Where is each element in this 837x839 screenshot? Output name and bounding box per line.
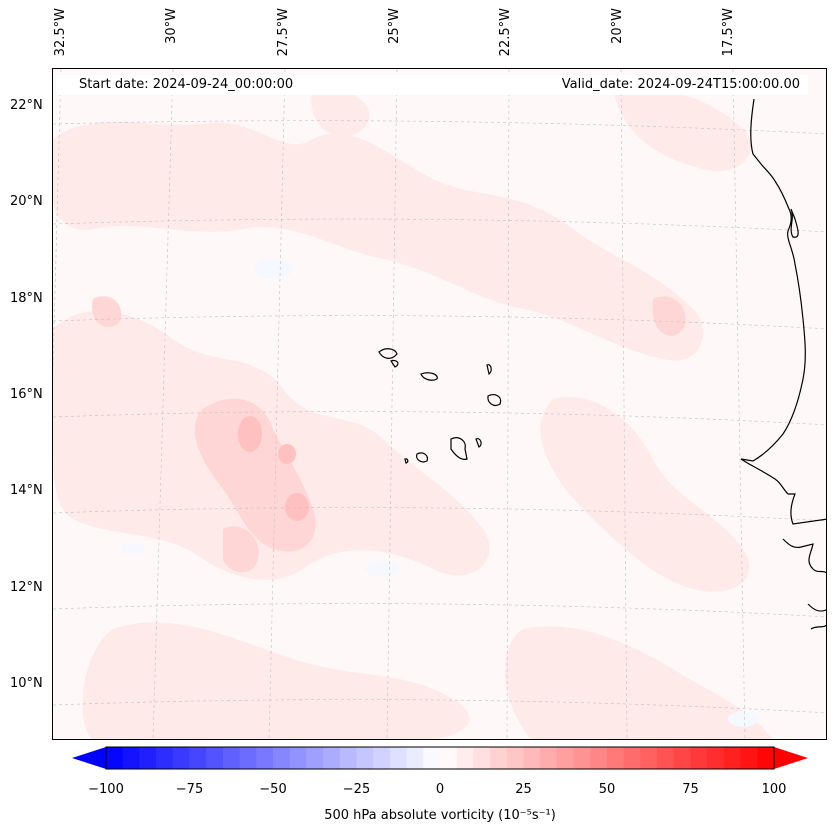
lat-label: 16°N — [10, 387, 43, 402]
colorbar-cell — [273, 747, 291, 769]
colorbar-cell — [456, 747, 474, 769]
colorbar-cell — [440, 747, 458, 769]
colorbar-cell — [373, 747, 391, 769]
lat-label: 10°N — [10, 676, 43, 691]
colorbar-cell — [673, 747, 691, 769]
colorbar-label: 500 hPa absolute vorticity (10⁻⁵s⁻¹) — [324, 808, 556, 823]
colorbar-tick-label: 100 — [761, 782, 787, 797]
vorticity-contours-strong — [238, 416, 309, 521]
colorbar-cell — [590, 747, 608, 769]
colorbar-extend-max — [774, 747, 808, 769]
colorbar-cell — [707, 747, 725, 769]
colorbar-cell — [306, 747, 324, 769]
colorbar-cell — [490, 747, 508, 769]
colorbar-cell — [740, 747, 758, 769]
colorbar-outline — [105, 746, 775, 770]
colorbar-extend-min — [72, 747, 106, 769]
colorbar-tick-label: −25 — [342, 782, 371, 797]
colorbar-tick-label: −50 — [259, 782, 287, 797]
lat-label: 20°N — [10, 194, 43, 209]
colorbar-cell — [323, 747, 341, 769]
colorbar-cell — [239, 747, 257, 769]
colorbar-cell — [406, 747, 424, 769]
colorbar-cell — [256, 747, 274, 769]
info-bar — [56, 75, 808, 95]
colorbar-cell — [206, 747, 224, 769]
colorbar-cell — [473, 747, 491, 769]
colorbar-cell — [122, 747, 140, 769]
colorbar-cell — [690, 747, 708, 769]
colorbar-cell — [657, 747, 675, 769]
valid-date-label: Valid_date: 2024-09-24T15:00:00.00 — [561, 77, 800, 92]
colorbar-tick-label: −100 — [88, 782, 124, 797]
lon-label: 17.5°W — [721, 8, 736, 57]
lon-label: 20°W — [610, 8, 625, 44]
vorticity-field — [53, 69, 826, 739]
colorbar-cell — [540, 747, 558, 769]
colorbar-cell — [573, 747, 591, 769]
colorbar-cell — [222, 747, 241, 769]
colorbar-cell — [172, 747, 190, 769]
colorbar-cell — [607, 747, 625, 769]
vorticity-contours-light — [53, 86, 772, 739]
colorbar-cell — [339, 747, 357, 769]
colorbar-cell — [423, 747, 441, 769]
coastline — [790, 208, 799, 238]
lat-label: 12°N — [10, 580, 43, 595]
coastline — [740, 98, 826, 525]
colorbar-cell — [139, 747, 157, 769]
colorbar-tick-label: 0 — [435, 782, 445, 797]
colorbar-tick-label: 25 — [515, 782, 532, 797]
colorbar-cells — [106, 747, 775, 769]
map-panel[interactable] — [52, 68, 827, 740]
colorbar-cell — [523, 747, 541, 769]
island-outlines — [378, 348, 502, 464]
colorbar-tick-label: 75 — [682, 782, 699, 797]
lat-label: 14°N — [10, 483, 43, 498]
start-date-label: Start date: 2024-09-24_00:00:00 — [79, 77, 294, 92]
colorbar-cell — [623, 747, 641, 769]
lon-label: 32.5°W — [53, 8, 68, 57]
lon-label: 22.5°W — [498, 8, 513, 57]
vorticity-contours-medium — [92, 296, 686, 573]
colorbar-cell — [723, 747, 742, 769]
colorbar-cell — [289, 747, 307, 769]
colorbar-cell — [757, 747, 775, 769]
colorbar-tick-label: −75 — [175, 782, 204, 797]
colorbar-cell — [356, 747, 374, 769]
vorticity-contours-negative — [121, 259, 758, 727]
lat-label: 22°N — [10, 98, 43, 113]
lon-label: 30°W — [164, 8, 179, 44]
colorbar-tick-label: 50 — [598, 782, 616, 797]
colorbar-cell — [389, 747, 408, 769]
coastline — [807, 603, 826, 630]
colorbar-cell — [506, 747, 524, 769]
colorbar-cell — [556, 747, 575, 769]
lon-label: 25°W — [387, 8, 402, 44]
colorbar-cell — [640, 747, 658, 769]
graticule — [53, 69, 826, 739]
colorbar — [72, 746, 808, 770]
colorbar-cell — [189, 747, 207, 769]
colorbar-cell — [106, 747, 124, 769]
lon-label: 27.5°W — [276, 8, 291, 57]
colorbar-cell — [156, 747, 174, 769]
lat-label: 18°N — [10, 291, 43, 306]
coastline — [782, 538, 826, 574]
